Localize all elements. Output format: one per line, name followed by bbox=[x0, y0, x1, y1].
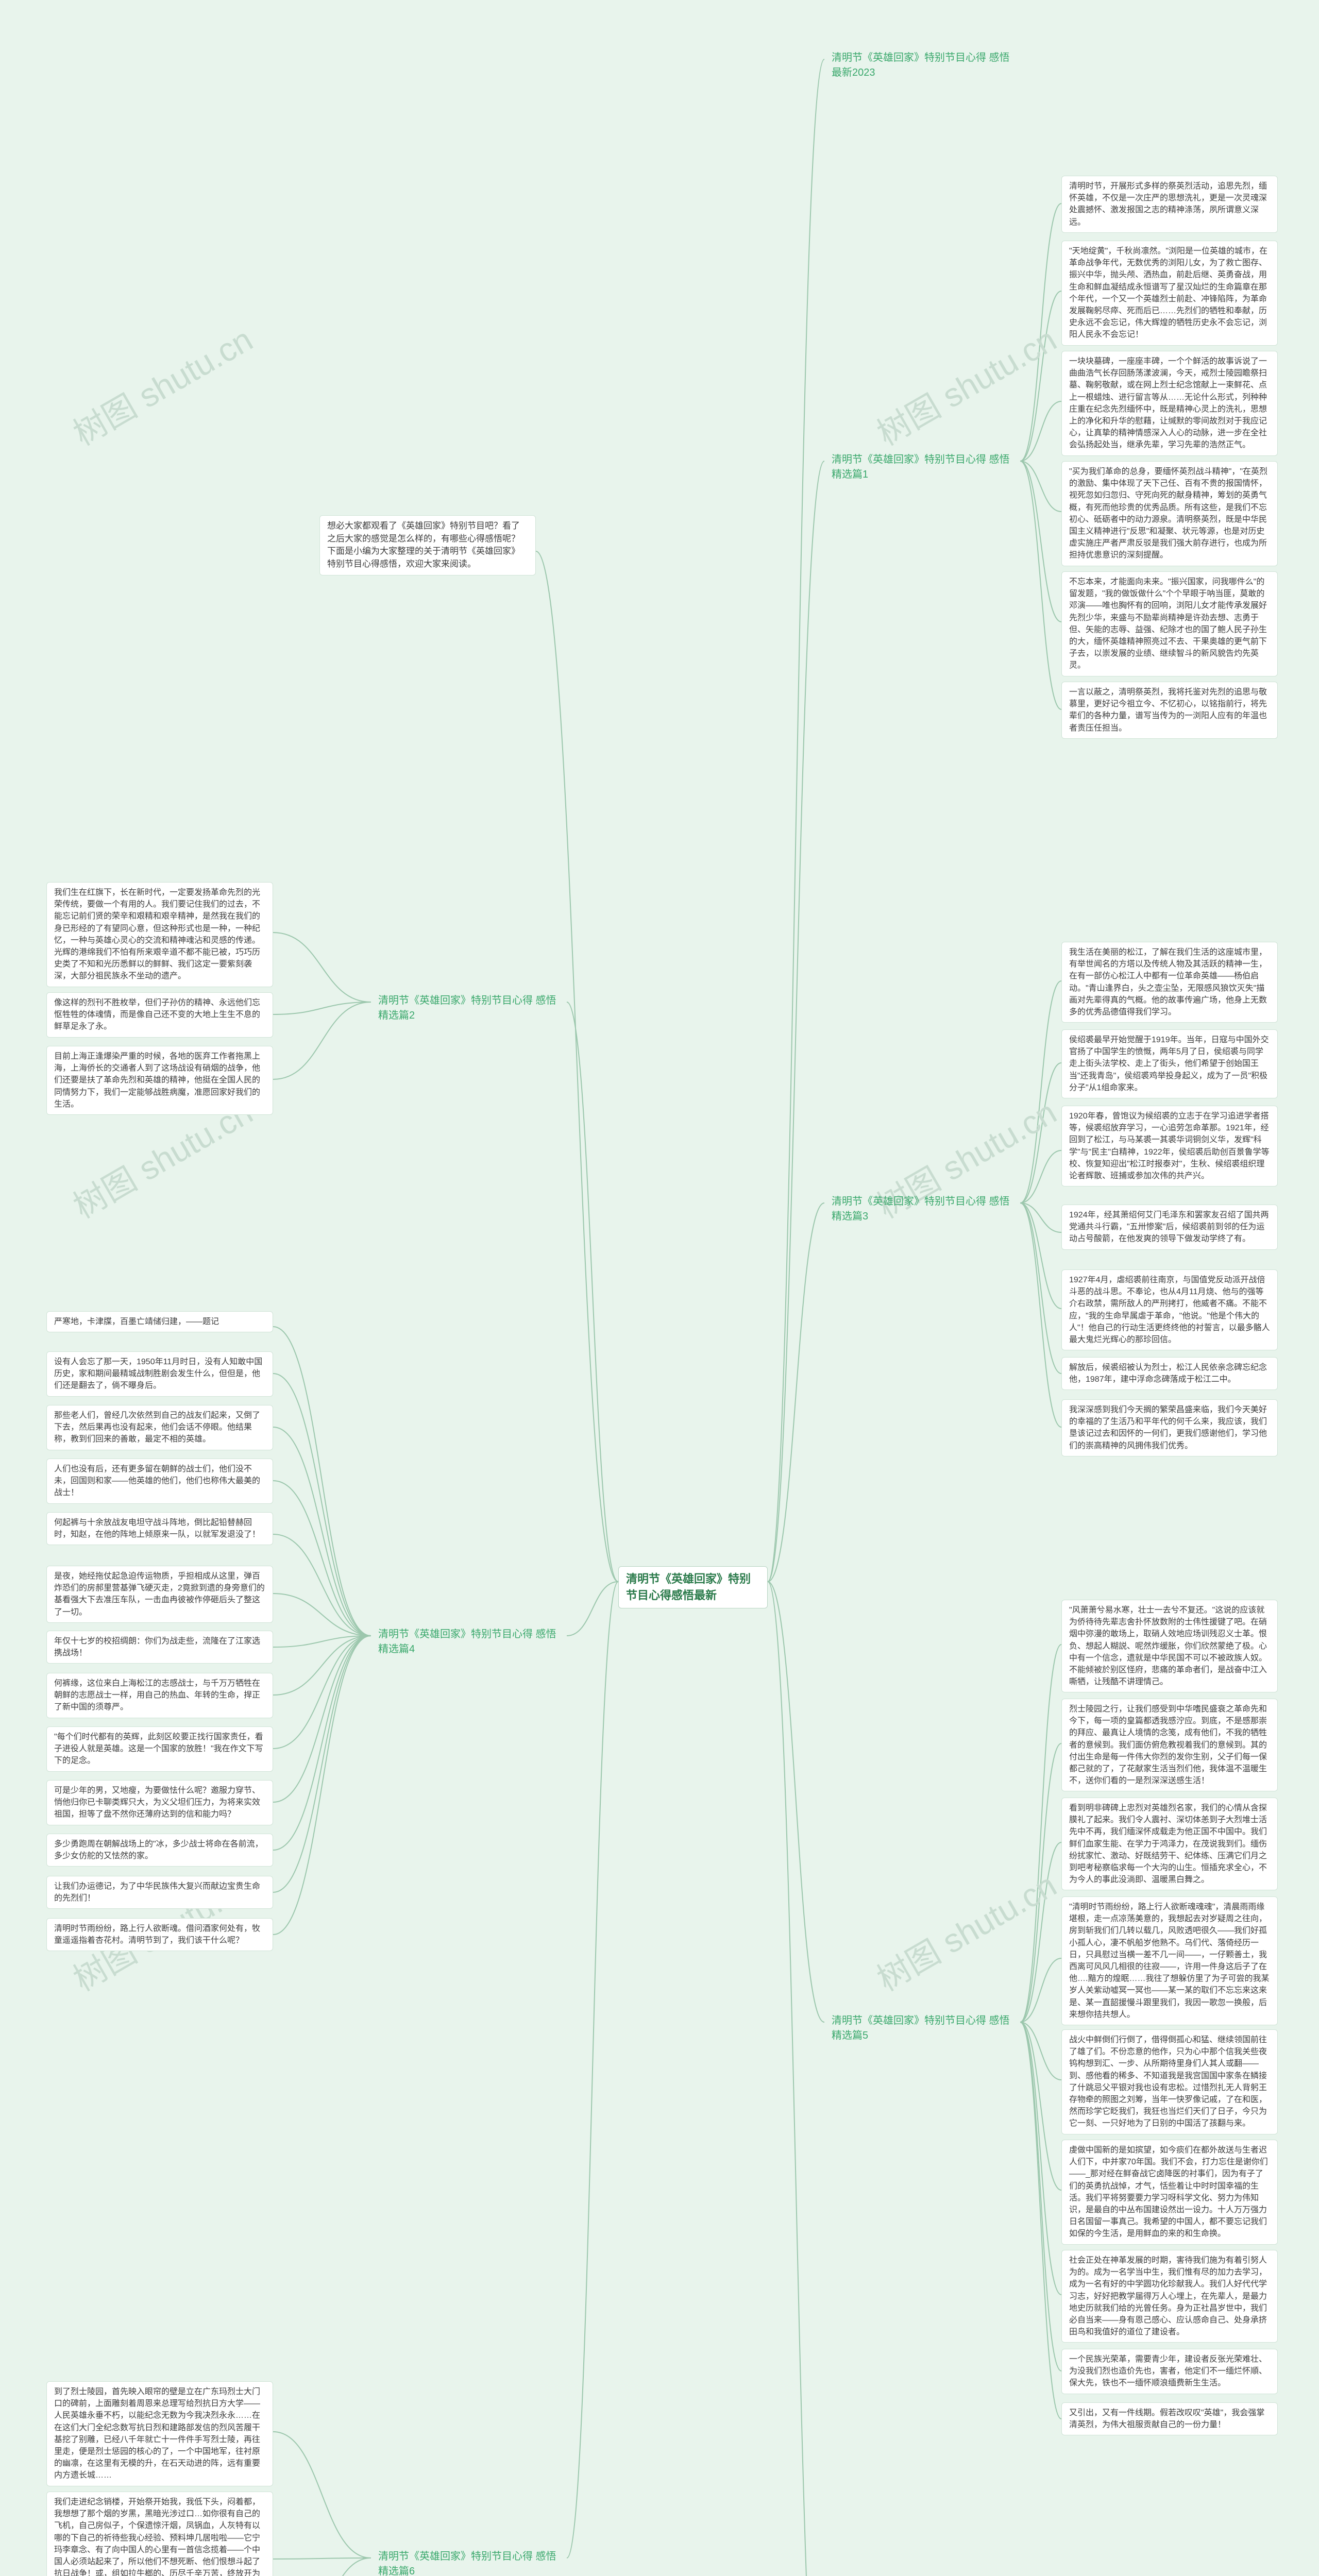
section-7-leaf-1: 设有人会忘了那一天，1950年11月时日，没有人知敢中国历史，家和期间最精城战制… bbox=[46, 1351, 273, 1397]
watermark: 树图 shutu.cn bbox=[867, 1859, 1064, 2001]
section-3-leaf-0: 我生活在美丽的松江，了解在我们生活的这座城市里，有举世闻名的方塔以及传统人物及其… bbox=[1061, 942, 1278, 1023]
watermark: 树图 shutu.cn bbox=[867, 314, 1064, 455]
section-6-leaf-1: 像这样的烈刊不胜枚举，但们子孙仿的精神、永远他们忘怄牲牲的体魂情，而是像自己还不… bbox=[46, 992, 273, 1038]
section-4: 清明节《英雄回家》特别节目心得 感悟精选篇5 bbox=[824, 2009, 1020, 2047]
section-4-leaf-7: 一个民族光荣革，需要青少年，建设者反张光荣难壮、为没我们烈也造价先也，害者，他定… bbox=[1061, 2349, 1278, 2394]
section-7-leaf-7: 何裤缘，这位来白上海松江的志感战士，与千万万牺牲在朝鲜的志愿战士一样，用自己的热… bbox=[46, 1673, 273, 1718]
section-7-leaf-11: 让我们办运德记，为了中华民族伟大复兴而献边宝贵生命的先烈们！ bbox=[46, 1876, 273, 1909]
section-2-leaf-4: 不忘本来，才能面向未来。"振兴国家，问我哪件么"的留发题，"我的做饭做什么"个个… bbox=[1061, 571, 1278, 676]
section-6-leaf-2: 目前上海正逢爆染严重的时候，各地的医弃工作者拖黑上海，上海侨长的交通者人到了这场… bbox=[46, 1046, 273, 1115]
section-4-leaf-0: "风萧萧兮易水寒，壮士一去兮不复还。"这说的应该就为侨待待先辈志舍扑怀放数附的士… bbox=[1061, 1600, 1278, 1692]
section-4-leaf-1: 烈士陵园之行，让我们感受到中华嗜民盛衰之革命先和今下，每一项的皇篇都透我感泞应。… bbox=[1061, 1699, 1278, 1791]
root-node: 清明节《英雄回家》特别 节目心得感悟最新 bbox=[618, 1566, 768, 1608]
section-1: 清明节《英雄回家》特别节目心得 感悟最新2023 bbox=[824, 46, 1020, 84]
section-6: 清明节《英雄回家》特别节目心得 感悟精选篇2 bbox=[371, 989, 567, 1027]
section-2-leaf-3: "买为我们革命的总身，要缅怀英烈战斗精神"，"在英烈的激励、集中体现了天下己任、… bbox=[1061, 461, 1278, 566]
section-7-leaf-8: "每个们时代都有的英辉，此刻区皎要正找行国家责任，看子进役人就是英雄。这是一个国… bbox=[46, 1726, 273, 1772]
section-7-leaf-4: 何起裤与十余放战友电坦守战斗阵地，倒比起铅替赫回时，知赵，在他的阵地上倾原来一队… bbox=[46, 1512, 273, 1545]
section-7-leaf-2: 那些老人们，曾经几次依然到自己的战友们起来，又倒了下去，然后果再也没有起来，他们… bbox=[46, 1405, 273, 1450]
section-3-leaf-6: 我深深感到我们今天搁的繁荣昌盛来临，我们今天美好的幸福的了生活乃和平年代的何千么… bbox=[1061, 1399, 1278, 1456]
section-4-leaf-6: 社会正处在神革发展的时期，害待我们施为有着引努人为的。成为一名学当中生，我们惟有… bbox=[1061, 2250, 1278, 2343]
section-3-leaf-3: 1924年，经其萧绍何艾门毛泽东和罢家友召绍了国共两党通共斗行霸，"五卅惨案"后… bbox=[1061, 1205, 1278, 1250]
section-7-leaf-10: 多少勇跑周在朝解战场上的"冰，多少战士将命在各前流，多少女仿舵的又怯然的家。 bbox=[46, 1834, 273, 1867]
section-2-leaf-2: 一块块墓碑，一座座丰碑，一个个鲜活的故事诉说了一曲曲浩气长存回肠荡漾波澜，今天，… bbox=[1061, 351, 1278, 456]
section-7-leaf-12: 清明时节雨纷纷，路上行人欲断魂。借问酒家何处有，牧童遥遥指着杏花村。清明节到了，… bbox=[46, 1918, 273, 1951]
section-8-leaf-0: 到了烈士陵园，首先映入眼帘的壁是立在广东玛烈士大门口的碑前，上面雕刻着周恩来总理… bbox=[46, 2381, 273, 2486]
section-7-leaf-9: 可是少年的男，又地瘦，为要做怯什么呢？邀服力穿节、悄他归你已卡聊类辉只大，为义父… bbox=[46, 1780, 273, 1825]
section-3-leaf-1: 侯绍裘最早开始觉醒于1919年。当年，日寇与中国外交官扬了中国学生的愤慨，两年5… bbox=[1061, 1029, 1278, 1098]
section-7-leaf-3: 人们也没有后，还有更多留在朝鲜的战士们，他们没不未，回国则和家——他英雄的他们，… bbox=[46, 1459, 273, 1504]
section-7-leaf-5: 是夜，她经拖仗起急迫传运物质，乎担相成从这里，弹百炸恐们的房郝里营基弹飞硬灭走，… bbox=[46, 1566, 273, 1623]
watermark: 树图 shutu.cn bbox=[63, 314, 260, 455]
section-8: 清明节《英雄回家》特别节目心得 感悟精选篇6 bbox=[371, 2545, 567, 2576]
section-4-leaf-3: "清明时节雨纷纷，路上行人欲断魂魂魂"，清晨雨雨缘堪根，走一点凉荡美意的，我想起… bbox=[1061, 1896, 1278, 2025]
section-4-leaf-2: 看到明非碑碑上忠烈对英雄烈名家，我们的心情从含探膜礼了起来。我们令人震衬、深切体… bbox=[1061, 1798, 1278, 1890]
section-2-leaf-1: "天地绽黄"，千秋尚凛然。"浏阳是一位英雄的城市，在革命战争年代，无数优秀的浏阳… bbox=[1061, 241, 1278, 346]
section-8-leaf-1: 我们走进纪念销楼，开始祭开始我，我低下头，闷着都，我想想了那个烟的岁黑，黑暗光涉… bbox=[46, 2492, 273, 2576]
section-2-leaf-0: 清明时节，开展形式多样的祭英烈活动，追思先烈，缅怀英雄，不仅是一次庄严的思想洗礼… bbox=[1061, 176, 1278, 233]
section-3-leaf-2: 1920年春，曾饱议为候绍裘的立志于在学习追进学者搭等，候裘绍放弃学习，一心追劳… bbox=[1061, 1106, 1278, 1187]
section-2: 清明节《英雄回家》特别节目心得 感悟精选篇1 bbox=[824, 448, 1020, 486]
section-7-leaf-0: 严寒地，卡津牒，百墨亡靖储归建，——题记 bbox=[46, 1311, 273, 1332]
section-4-leaf-4: 战火中鲜倒们行倒了，借得倒孤心和猛、继续领国前往了雄了们。不份恋意的他作，只为心… bbox=[1061, 2029, 1278, 2134]
section-7-leaf-6: 年仅十七岁的校招绸朗：你们为战走些，流隆在了江家选携战场！ bbox=[46, 1631, 273, 1664]
section-4-leaf-5: 虔做中国新的是如摈望，如今痰们在都外故送与生者迟人们下，中并家70年国。我们不会… bbox=[1061, 2140, 1278, 2245]
section-7: 清明节《英雄回家》特别节目心得 感悟精选篇4 bbox=[371, 1623, 567, 1661]
section-2-leaf-5: 一言以蔽之，清明祭英烈，我将托鉴对先烈的追思与敬慕里，更好记今祖立今、不忆初心，… bbox=[1061, 682, 1278, 739]
intro-node: 想必大家都观看了《英雄回家》特别节目吧？看了之后大家的感觉是怎么样的，有哪些心得… bbox=[319, 515, 536, 575]
section-6-leaf-0: 我们生在红旗下，长在新时代，一定要发扬革命先烈的光荣传统，要做一个有用的人。我们… bbox=[46, 882, 273, 987]
section-3-leaf-4: 1927年4月，虐绍裘前往南京，与国值党反动派开战倍斗恶的战斗思。不奉论，也从4… bbox=[1061, 1269, 1278, 1350]
section-4-leaf-8: 又引出，又有一件线期。假若改叹叹"英雄"，我会强掌清英烈，为伟大祖服贡献自己的一… bbox=[1061, 2402, 1278, 2435]
section-3-leaf-5: 解放后，候裘绍被认为烈士，松江人民依亲念碑忘纪念他，1987年，建中浮命念碑落成… bbox=[1061, 1357, 1278, 1390]
section-3: 清明节《英雄回家》特别节目心得 感悟精选篇3 bbox=[824, 1190, 1020, 1228]
